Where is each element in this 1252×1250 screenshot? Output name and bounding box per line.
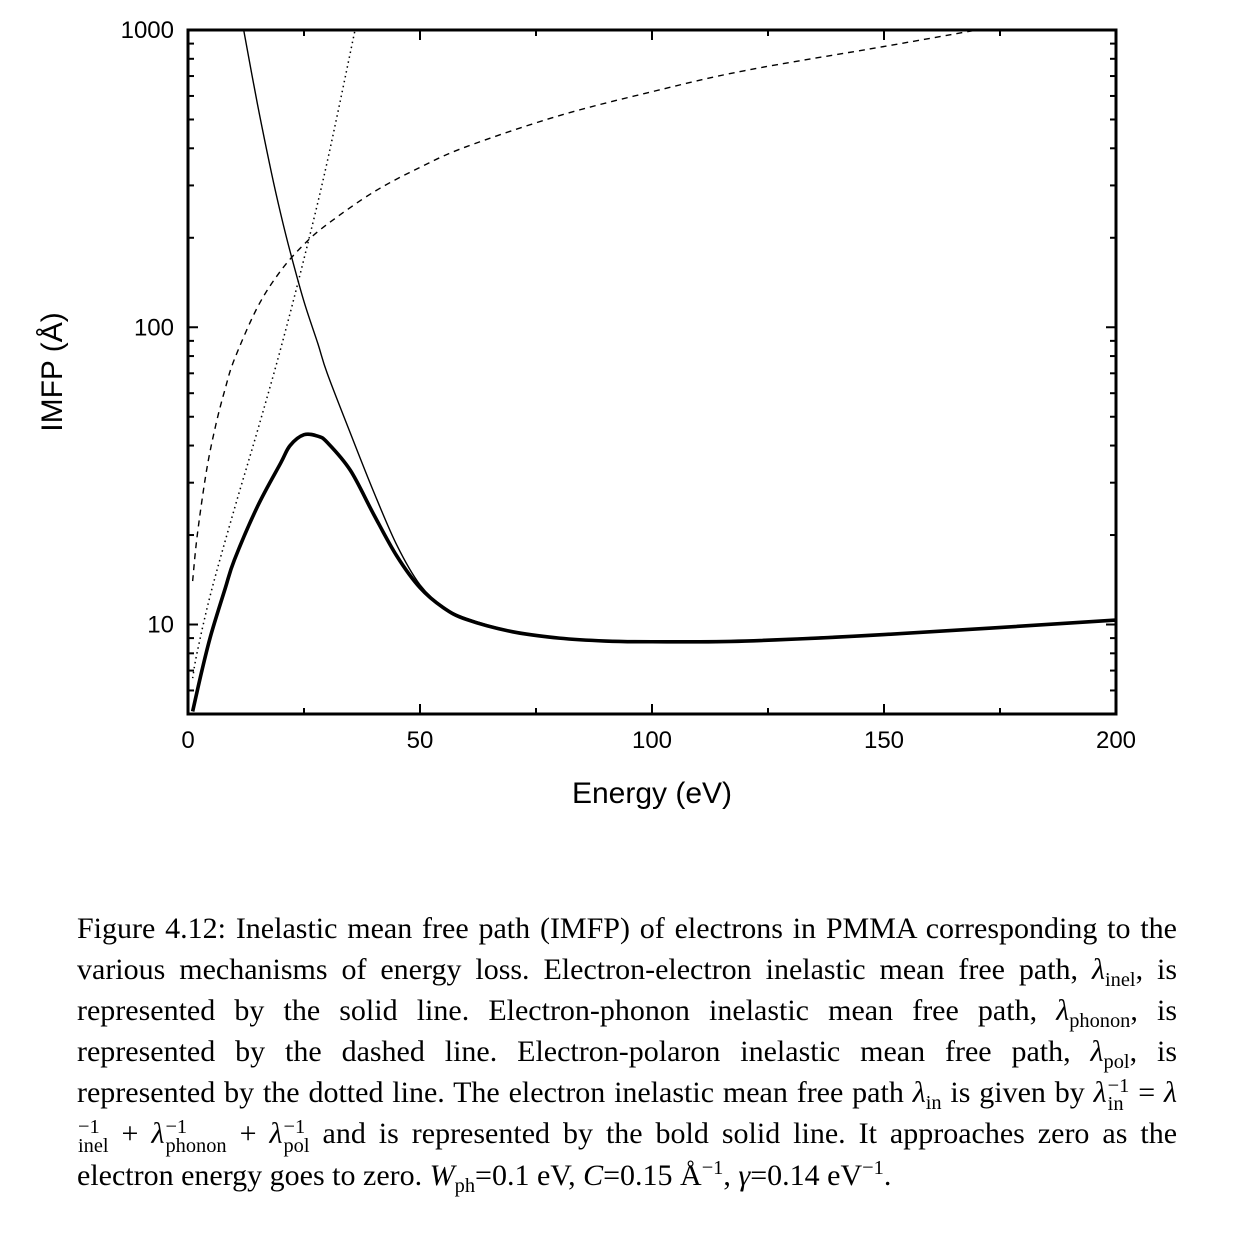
lambda-symbol: λ <box>269 1117 283 1151</box>
lambda-symbol: λ <box>151 1117 165 1151</box>
label-layer: 0 50 100 150 200 10 100 1000 <box>121 17 1136 754</box>
c-symbol: C <box>583 1158 604 1192</box>
sup-minus1: −1 <box>701 1156 724 1179</box>
plus-sign: + <box>108 1117 152 1151</box>
caption-text-11: . <box>883 1158 892 1192</box>
series-line-dotted <box>191 30 356 679</box>
y-tick-label: 1000 <box>121 17 174 44</box>
y-tick-label: 100 <box>134 314 174 341</box>
supsub-pol: −1 pol <box>283 1116 310 1157</box>
tick-layer <box>187 29 1117 715</box>
y-axis-title: IMFP (Å) <box>36 312 69 431</box>
figure-label: Figure 4.12: <box>77 912 226 945</box>
caption-text-5: is given by <box>941 1076 1094 1109</box>
series-line-solid <box>242 30 1116 642</box>
sub-pol: pol <box>1103 1051 1130 1073</box>
x-tick-label: 150 <box>864 727 904 754</box>
series-line-dashed <box>191 30 977 582</box>
caption-text-1: Inelastic mean free path (IMFP) of elect… <box>77 912 1177 986</box>
lambda-symbol: λ <box>1093 1076 1107 1109</box>
sub-in: in <box>925 1092 942 1114</box>
equals-sign: = <box>1129 1076 1164 1109</box>
caption-text-7: =0.1 eV, <box>475 1158 584 1192</box>
caption-text-3: , is represented by the dashed line. Ele… <box>77 994 1178 1068</box>
supsub-inel: −1 inel <box>78 1116 109 1157</box>
x-tick-label: 50 <box>407 727 434 754</box>
imfp-chart: 0 50 100 150 200 10 100 1000 Energy (eV) IMFP (… <box>36 17 1136 810</box>
x-axis-title: Energy (eV) <box>572 777 732 810</box>
figure-caption: Figure 4.12: Inelastic mean free path (I… <box>77 908 1177 1196</box>
y-tick-label: 10 <box>147 612 174 639</box>
lambda-symbol: λ <box>1090 1035 1104 1068</box>
w-symbol: W <box>429 1158 455 1192</box>
supsub-in: −1 in <box>1107 1074 1130 1116</box>
lambda-symbol: λ <box>1091 953 1105 986</box>
lambda-symbol: λ <box>912 1076 926 1109</box>
caption-text-6: and is represented by the bold solid lin… <box>77 1117 1178 1192</box>
caption-text-4: , is represented by the dotted line. The… <box>77 1035 1177 1109</box>
sub-ph: ph <box>454 1174 476 1197</box>
caption-text-10: =0.14 eV <box>750 1158 863 1192</box>
x-tick-label: 100 <box>632 727 672 754</box>
supsub-phonon: −1 phonon <box>165 1116 227 1157</box>
sub-inel: inel <box>1104 969 1136 991</box>
sup-minus1: −1 <box>862 1156 884 1179</box>
gamma-symbol: γ <box>738 1158 751 1192</box>
caption-text-2: , is represented by the solid line. Elec… <box>77 953 1177 1027</box>
plus-sign: + <box>226 1117 270 1151</box>
caption-text-8: =0.15 Å <box>603 1158 702 1192</box>
caption-text-9: , <box>723 1158 739 1192</box>
sub-phonon: phonon <box>1069 1010 1131 1032</box>
lambda-symbol: λ <box>1056 994 1070 1027</box>
x-tick-label: 0 <box>181 727 194 754</box>
x-tick-label: 200 <box>1096 727 1136 754</box>
series-line-bold <box>190 432 1116 712</box>
series-layer <box>190 30 1116 712</box>
lambda-symbol: λ <box>1164 1076 1177 1109</box>
